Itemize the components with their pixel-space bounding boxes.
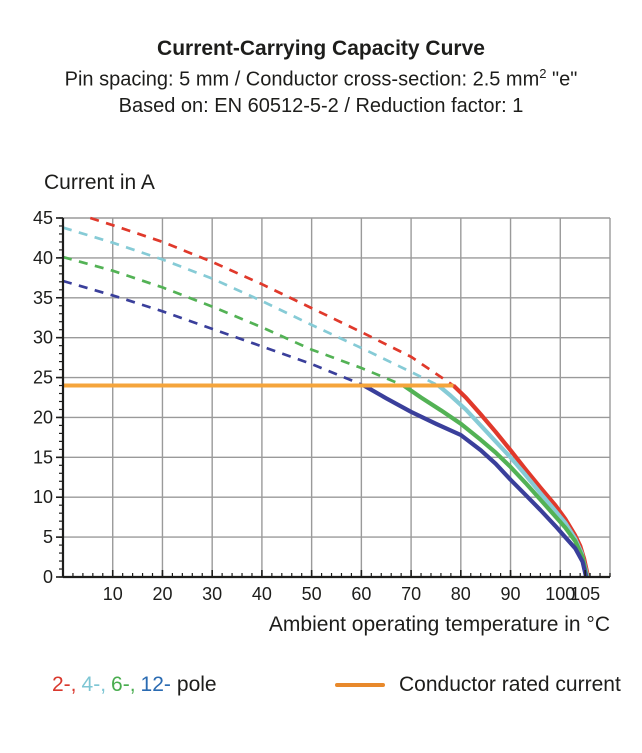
series-2-pole-dashed [89,216,455,387]
legend-pole-suffix: pole [176,673,217,696]
series-2-pole-solid [451,383,591,578]
y-tick-label: 30 [33,328,53,348]
series-4-pole-dashed [62,226,439,387]
axes [56,217,611,579]
subtitle-superscript: 2 [539,66,547,81]
series-12-pole-solid [362,383,589,578]
series-6-pole-dashed [62,255,405,387]
x-tick-label: 100 [545,584,575,604]
y-tick-label: 5 [43,527,53,547]
x-tick-label: 30 [202,584,222,604]
series-2-pole [89,216,591,578]
series-12-pole-dashed [62,279,365,387]
y-tick-label: 20 [33,407,53,427]
legend-rated-current: Conductor rated current [335,673,621,697]
subtitle-text: Pin spacing: 5 mm / Conductor cross-sect… [64,68,540,91]
legend-poles: 2-, 4-, 6-, 12- pole [52,673,217,697]
y-tick-label: 10 [33,487,53,507]
x-tick-label: 90 [501,584,521,604]
y-tick-label: 15 [33,447,53,467]
chart-subtitle: Pin spacing: 5 mm / Conductor cross-sect… [0,66,642,92]
x-axis-title: Ambient operating temperature in °C [268,613,610,636]
rated-current-swatch [335,683,385,687]
legend-label-2-pole: 2-, [52,673,77,696]
series-12-pole [62,279,589,578]
y-tick-label: 40 [33,248,53,268]
legend-label-4-pole: 4-, [81,673,107,696]
series-4-pole [62,226,590,578]
x-tick-label: 70 [401,584,421,604]
y-tick-label: 25 [33,368,53,388]
x-tick-label: 20 [152,584,172,604]
legend-label-6-pole: 6-, [111,673,136,696]
x-tick-label: 10 [103,584,123,604]
x-tick-label: 80 [451,584,471,604]
y-tick-label: 45 [33,208,53,228]
legend-rated-label: Conductor rated current [399,673,621,696]
chart-basis-line: Based on: EN 60512-5-2 / Reduction facto… [118,95,524,117]
y-tick-label: 35 [33,288,53,308]
y-axis-title: Current in A [44,171,155,194]
x-tick-label: 60 [351,584,371,604]
grid-lines [63,217,611,577]
series-6-pole [62,255,589,578]
series-6-pole-solid [402,383,589,578]
chart-title: Current-Carrying Capacity Curve [157,37,485,60]
x-tick-label: 105 [570,584,600,604]
subtitle-suffix: "e" [546,68,578,91]
x-tick-label: 40 [252,584,272,604]
legend-label-12-pole: 12- [140,673,171,696]
y-tick-label: 0 [43,567,53,587]
x-tick-label: 50 [302,584,322,604]
